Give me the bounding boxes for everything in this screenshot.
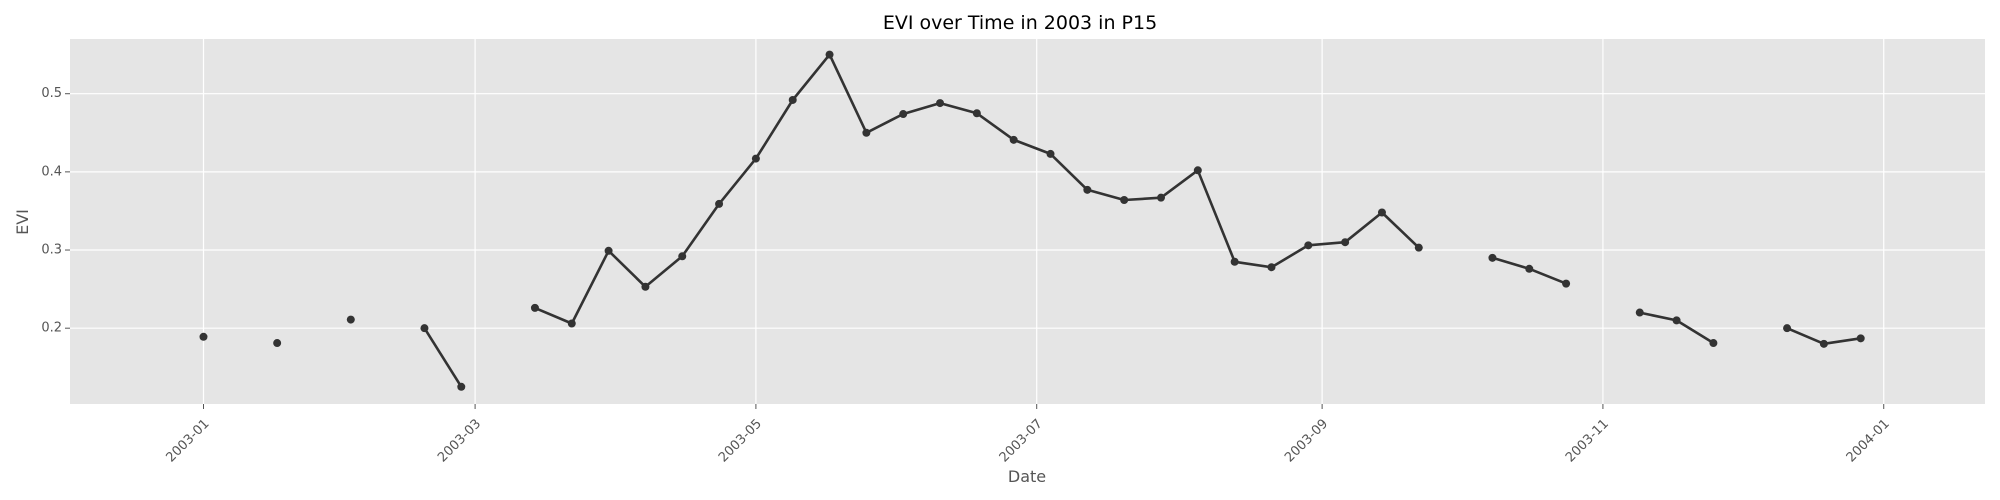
data-point: [1783, 324, 1792, 333]
data-point: [273, 339, 282, 348]
data-point: [641, 282, 650, 291]
x-tick-label: 2003-09: [1282, 416, 1331, 465]
data-point: [1341, 238, 1350, 247]
data-point: [715, 199, 724, 208]
data-point: [1672, 316, 1681, 325]
x-tick-label: 2003-07: [997, 416, 1046, 465]
series-layer: [199, 50, 1865, 391]
data-point: [604, 246, 613, 255]
data-point: [1193, 166, 1202, 175]
y-axis: 0.2 0.3 0.4 0.5: [41, 86, 70, 336]
y-tick-label: 0.4: [41, 164, 62, 179]
data-point: [1488, 253, 1497, 262]
data-point: [1525, 264, 1534, 273]
data-point: [1635, 308, 1644, 317]
data-point: [1709, 339, 1718, 348]
data-point: [1377, 208, 1386, 217]
data-point: [567, 319, 576, 328]
data-point: [199, 332, 208, 341]
data-point: [1083, 185, 1092, 194]
series-line: [423, 327, 463, 388]
y-tick-label: 0.3: [41, 243, 62, 258]
data-point: [1230, 257, 1239, 266]
chart-title: EVI over Time in 2003 in P15: [883, 12, 1157, 34]
data-point: [1819, 339, 1828, 348]
x-tick-label: 2003-03: [435, 416, 484, 465]
data-point: [457, 382, 466, 391]
x-tick-label: 2003-05: [716, 416, 765, 465]
data-point: [1562, 279, 1571, 288]
data-point: [346, 315, 355, 324]
plot-area: [70, 39, 1985, 404]
x-axis: 2003-01 2003-03 2003-05 2003-07 2003-09 2003-…: [164, 404, 1893, 465]
data-point: [1304, 241, 1313, 250]
data-point: [1267, 263, 1276, 272]
data-point: [788, 95, 797, 104]
data-point: [530, 303, 539, 312]
x-axis-label: Date: [1008, 467, 1046, 486]
data-point: [751, 154, 760, 163]
y-tick-label: 0.5: [41, 86, 62, 101]
data-point: [862, 128, 871, 137]
data-point: [420, 324, 429, 333]
data-point: [1414, 243, 1423, 252]
data-point: [1156, 193, 1165, 202]
x-tick-label: 2004-01: [1844, 416, 1893, 465]
data-point: [1856, 334, 1865, 343]
data-point: [825, 50, 834, 59]
data-point: [1009, 135, 1018, 144]
data-point: [678, 252, 687, 261]
data-point: [899, 110, 908, 119]
grid-lines: [70, 39, 1985, 404]
y-tick-label: 0.2: [41, 321, 62, 336]
x-tick-label: 2003-01: [164, 416, 213, 465]
x-tick-label: 2003-11: [1563, 416, 1612, 465]
data-point: [972, 109, 981, 118]
data-point: [1046, 149, 1055, 158]
data-point: [1120, 196, 1129, 205]
data-point: [936, 99, 945, 108]
y-axis-label: EVI: [13, 209, 32, 235]
